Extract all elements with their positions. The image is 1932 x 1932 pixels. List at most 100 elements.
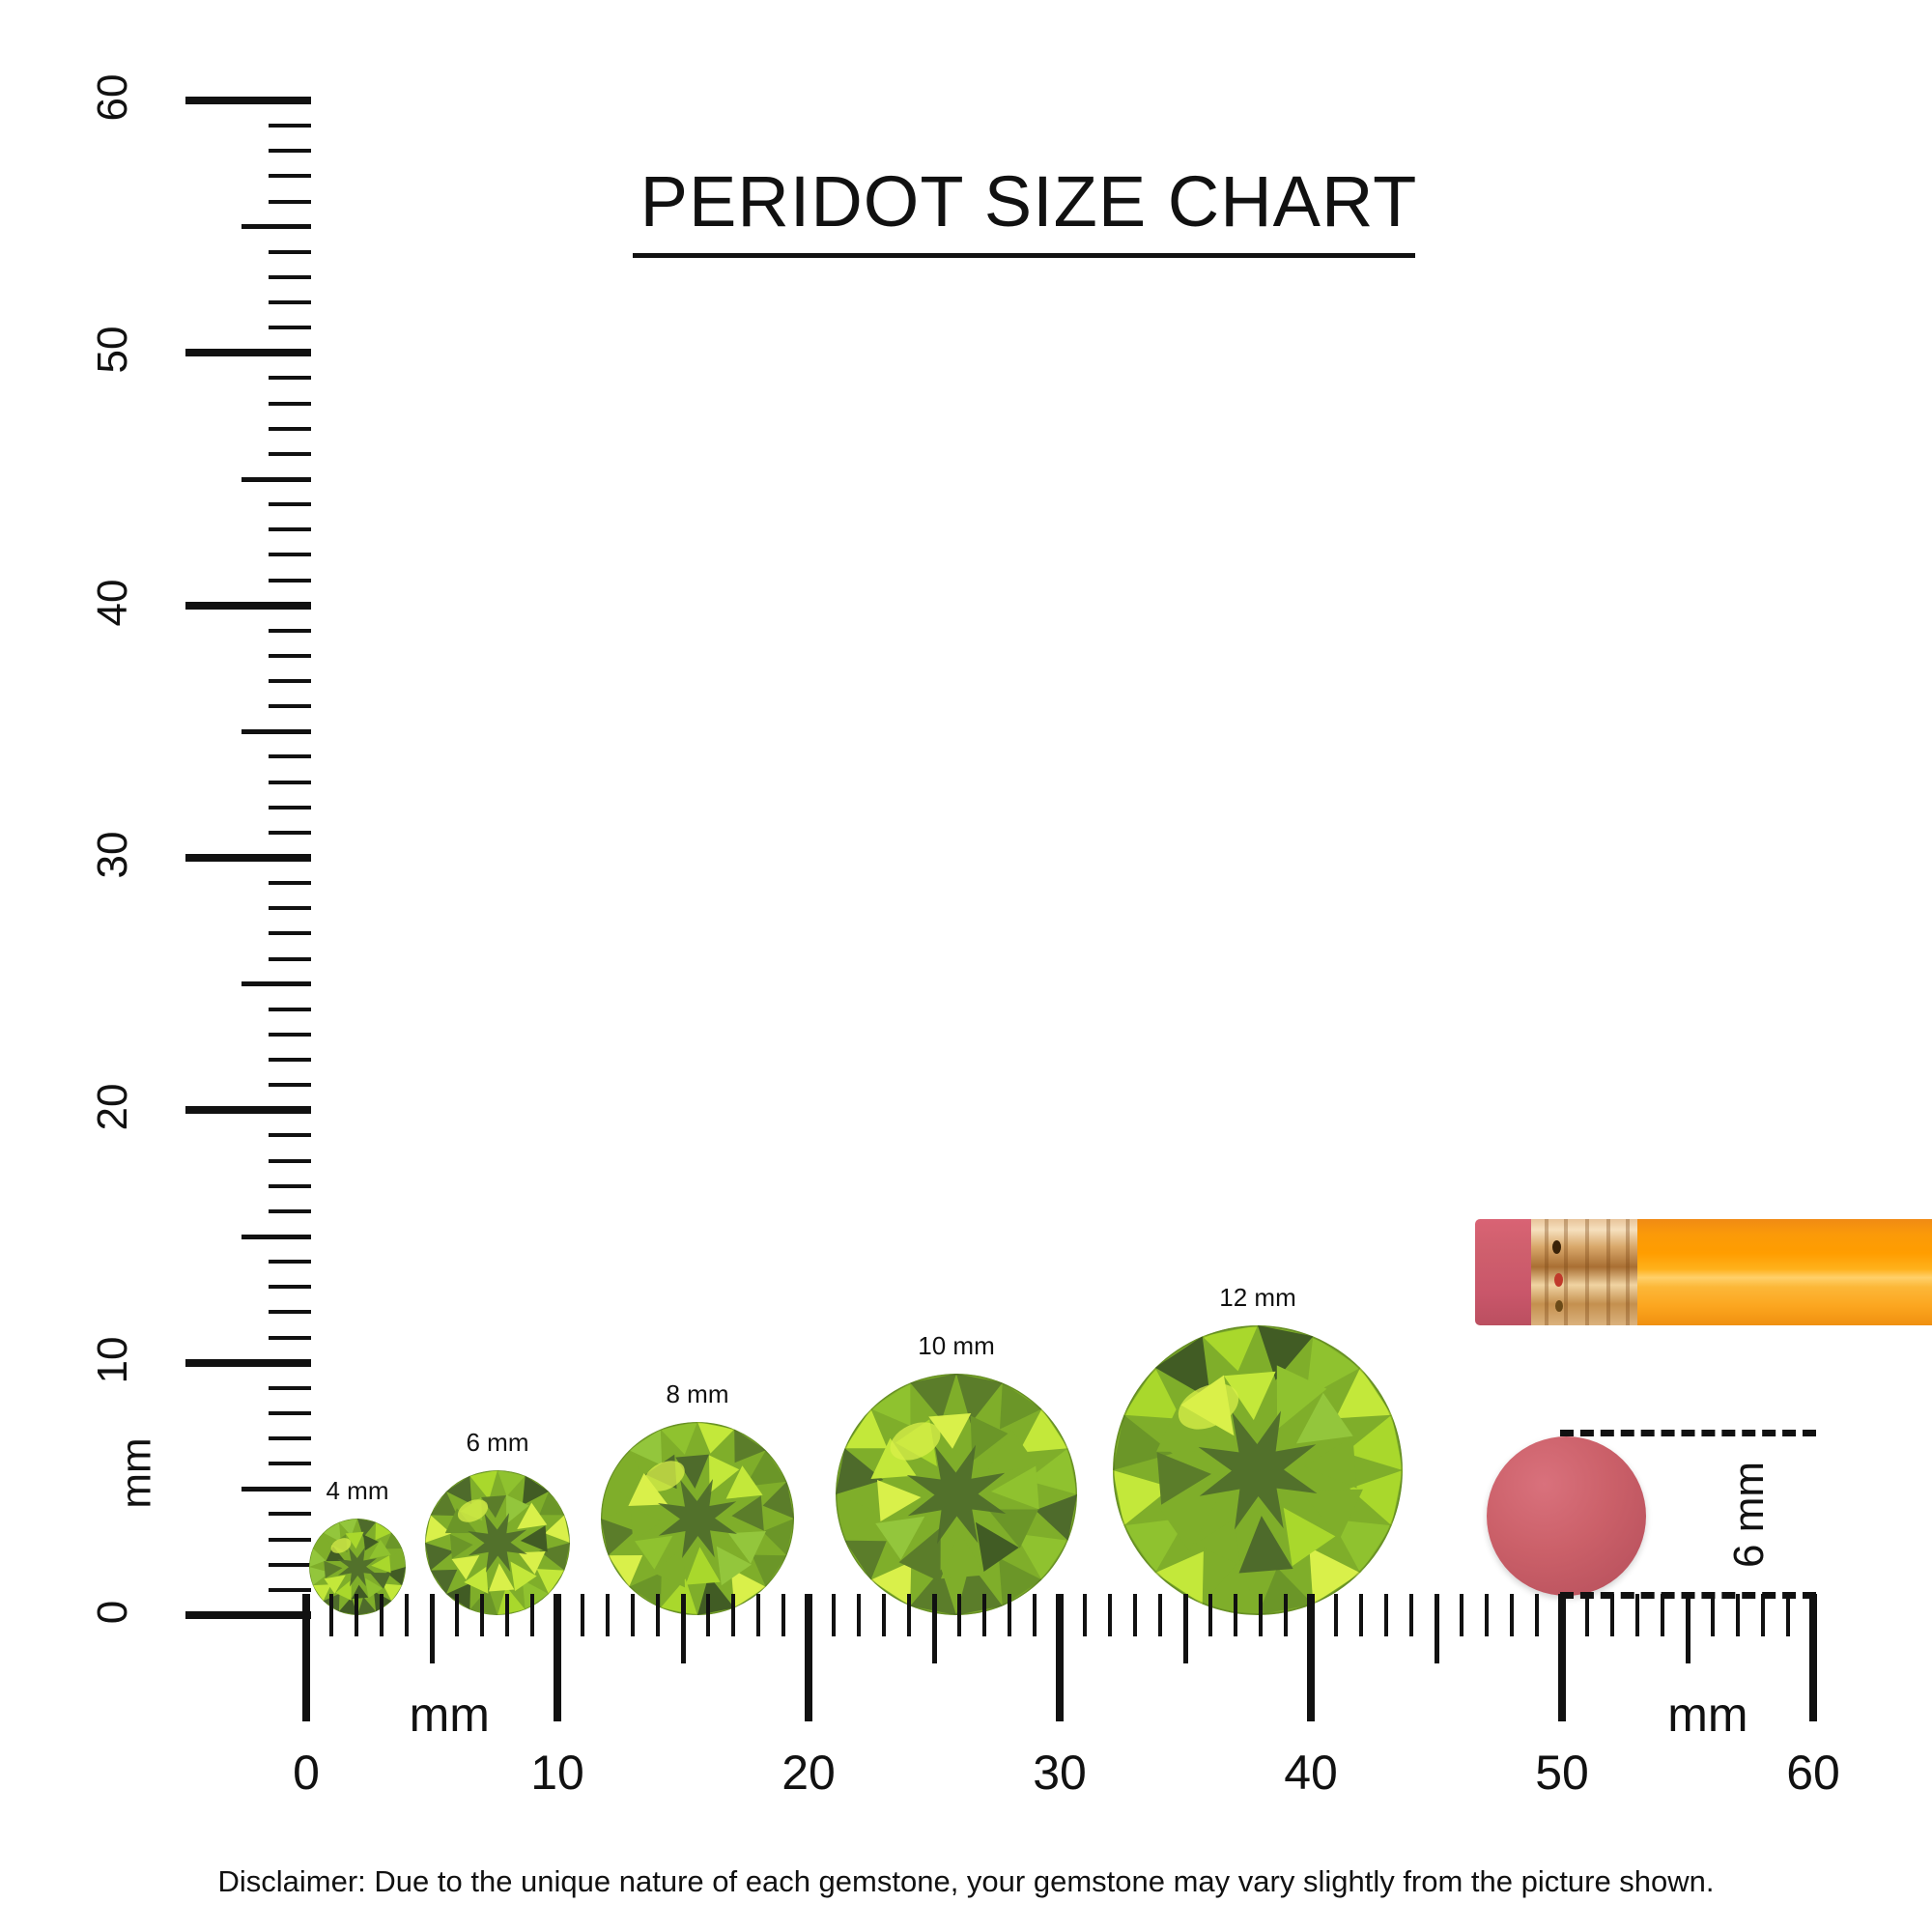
hruler-minor-tick xyxy=(706,1594,710,1636)
hruler-major-tick xyxy=(554,1594,561,1721)
vruler-mid-tick xyxy=(242,476,311,482)
vruler-major-tick xyxy=(185,1358,311,1367)
hruler-label: 30 xyxy=(1033,1746,1087,1800)
gem-size-label: 12 mm xyxy=(1219,1283,1296,1312)
vruler-mid-tick xyxy=(242,728,311,734)
hruler-minor-tick xyxy=(1460,1594,1463,1636)
vruler-minor-tick xyxy=(269,401,311,406)
hruler-minor-tick xyxy=(530,1594,534,1636)
vruler-minor-tick xyxy=(269,274,311,279)
hruler-minor-tick xyxy=(329,1594,333,1636)
pencil-eraser-tip xyxy=(1475,1219,1533,1325)
gemstone-image xyxy=(836,1374,1077,1615)
vruler-minor-tick xyxy=(269,780,311,784)
gemstone-image xyxy=(1113,1325,1403,1615)
gemstone-image xyxy=(601,1422,794,1615)
hruler-mid-tick xyxy=(1685,1594,1690,1663)
vruler-minor-tick xyxy=(269,704,311,709)
hruler-minor-tick xyxy=(380,1594,384,1636)
hruler-minor-tick xyxy=(631,1594,635,1636)
vruler-minor-tick xyxy=(269,1512,311,1517)
hruler-minor-tick xyxy=(1535,1594,1539,1636)
vruler-minor-tick xyxy=(269,1335,311,1340)
vruler-minor-tick xyxy=(269,1285,311,1290)
hruler-minor-tick xyxy=(455,1594,459,1636)
vruler-mid-tick xyxy=(242,1234,311,1239)
vruler-minor-tick xyxy=(269,502,311,507)
vruler-minor-tick xyxy=(269,1410,311,1415)
gem-size-label: 10 mm xyxy=(918,1331,995,1360)
gem-item: 8 mm xyxy=(601,1379,794,1615)
vruler-mid-tick xyxy=(242,224,311,230)
hruler-major-tick xyxy=(1809,1594,1817,1721)
hruler-mid-tick xyxy=(680,1594,686,1663)
hruler-minor-tick xyxy=(405,1594,409,1636)
vruler-minor-tick xyxy=(269,300,311,305)
vruler-minor-tick xyxy=(269,1032,311,1037)
hruler-minor-tick xyxy=(1008,1594,1011,1636)
hruler-minor-tick xyxy=(480,1594,484,1636)
vruler-minor-tick xyxy=(269,149,311,154)
vruler-minor-tick xyxy=(269,906,311,911)
hruler-minor-tick xyxy=(1208,1594,1212,1636)
hruler-minor-tick xyxy=(957,1594,961,1636)
vruler-major-tick xyxy=(185,601,311,610)
hruler-minor-tick xyxy=(756,1594,760,1636)
hruler-minor-tick xyxy=(1661,1594,1664,1636)
vruler-minor-tick xyxy=(269,174,311,179)
vruler-minor-tick xyxy=(269,830,311,835)
vruler-minor-tick xyxy=(269,1385,311,1390)
eraser-disc xyxy=(1487,1436,1646,1596)
vertical-ruler: 0 10 20 30 40 50 60 mm xyxy=(0,0,319,1642)
hruler-mid-tick xyxy=(931,1594,937,1663)
gem-item: 6 mm xyxy=(425,1428,570,1615)
vruler-minor-tick xyxy=(269,628,311,633)
vruler-minor-tick xyxy=(269,931,311,936)
hruler-minor-tick xyxy=(857,1594,861,1636)
hruler-label: 60 xyxy=(1786,1746,1840,1800)
hruler-minor-tick xyxy=(1133,1594,1137,1636)
vruler-minor-tick xyxy=(269,326,311,330)
hruler-minor-tick xyxy=(1485,1594,1489,1636)
hruler-minor-tick xyxy=(1033,1594,1037,1636)
hruler-mid-tick xyxy=(429,1594,435,1663)
hruler-minor-tick xyxy=(1409,1594,1413,1636)
hruler-minor-tick xyxy=(907,1594,911,1636)
hruler-major-tick xyxy=(1056,1594,1064,1721)
vruler-mid-tick xyxy=(242,981,311,987)
gemstone-image xyxy=(309,1519,406,1615)
pencil-body xyxy=(1637,1219,1932,1325)
vruler-minor-tick xyxy=(269,376,311,381)
horizontal-ruler: 0 10 20 30 40 50 60 mm mm xyxy=(0,1594,1932,1864)
vruler-minor-tick xyxy=(269,1562,311,1567)
vruler-major-tick xyxy=(185,1106,311,1115)
vruler-minor-tick xyxy=(269,1133,311,1138)
vruler-minor-tick xyxy=(269,1058,311,1063)
vruler-minor-tick xyxy=(269,1183,311,1188)
hruler-minor-tick xyxy=(1585,1594,1589,1636)
hruler-minor-tick xyxy=(1108,1594,1112,1636)
hruler-minor-tick xyxy=(1284,1594,1288,1636)
hruler-minor-tick xyxy=(781,1594,785,1636)
hruler-minor-tick xyxy=(1761,1594,1765,1636)
vruler-major-tick xyxy=(185,97,311,104)
page-title: PERIDOT SIZE CHART xyxy=(639,161,1418,242)
vruler-minor-tick xyxy=(269,956,311,961)
hruler-major-tick xyxy=(1307,1594,1315,1721)
vruler-major-tick xyxy=(185,349,311,357)
hruler-label: 0 xyxy=(293,1746,320,1800)
disclaimer-text: Disclaimer: Due to the unique nature of … xyxy=(217,1864,1715,1898)
vruler-minor-tick xyxy=(269,578,311,582)
vruler-minor-tick xyxy=(269,1436,311,1441)
hruler-label: 20 xyxy=(781,1746,836,1800)
vruler-minor-tick xyxy=(269,1007,311,1011)
gem-size-label: 6 mm xyxy=(466,1428,529,1457)
gem-item: 4 mm xyxy=(309,1476,406,1615)
vruler-minor-tick xyxy=(269,249,311,254)
vruler-minor-tick xyxy=(269,1208,311,1213)
hruler-minor-tick xyxy=(1510,1594,1514,1636)
vruler-minor-tick xyxy=(269,653,311,658)
vruler-minor-tick xyxy=(269,754,311,759)
hruler-minor-tick xyxy=(731,1594,735,1636)
